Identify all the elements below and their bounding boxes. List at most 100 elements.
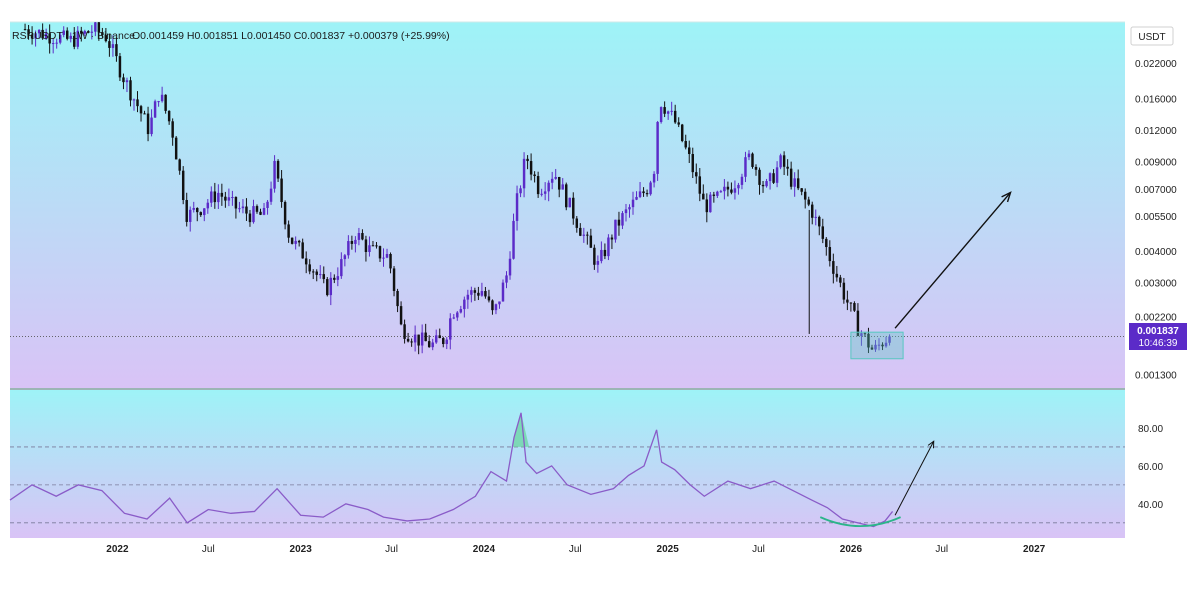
candle-body — [740, 176, 744, 185]
candle-body — [192, 208, 195, 210]
candle-body — [290, 237, 294, 244]
candle-body — [150, 117, 153, 135]
symbol-title[interactable]: RSRUSDT · 1W · Binance — [12, 30, 135, 42]
candle-body — [364, 239, 368, 253]
candle-body — [688, 147, 691, 155]
price-tick-label: 0.002200 — [1135, 313, 1177, 324]
candle-body — [529, 161, 533, 175]
candle-body — [480, 291, 484, 296]
candle-body — [445, 339, 448, 345]
candle-body — [768, 173, 772, 182]
candle-body — [438, 335, 441, 339]
candle-body — [659, 107, 663, 123]
price-tick-label: 0.001300 — [1135, 371, 1177, 382]
candle-body — [434, 335, 438, 343]
time-scale[interactable] — [10, 538, 1199, 560]
candle-body — [550, 178, 554, 183]
candle-body — [617, 219, 621, 226]
candle-body — [196, 208, 199, 213]
candle-body — [828, 247, 832, 262]
candle-body — [603, 249, 607, 257]
candle-body — [375, 245, 378, 247]
price-tick-label: 0.005500 — [1135, 212, 1177, 223]
candle-body — [754, 166, 758, 170]
candle-body — [498, 301, 501, 305]
candle-body — [663, 107, 666, 114]
candle-body — [273, 160, 276, 189]
candle-body — [329, 277, 333, 296]
candle-body — [884, 342, 888, 347]
candle-body — [621, 213, 624, 226]
candle-body — [800, 188, 803, 192]
candle-body — [568, 197, 571, 208]
candle-body — [34, 33, 37, 39]
currency-box[interactable] — [1130, 26, 1174, 46]
candle-body — [83, 31, 87, 34]
candle-body — [90, 31, 94, 33]
candle-body — [726, 186, 730, 190]
candle-body — [199, 212, 202, 216]
candle-body — [786, 166, 789, 169]
candle-body — [695, 172, 698, 177]
candle-body — [733, 188, 737, 193]
candle-body — [104, 35, 108, 42]
price-tick-label: 0.009000 — [1135, 158, 1177, 169]
candle-body — [596, 261, 600, 265]
candle-body — [259, 211, 262, 215]
candle-body — [487, 296, 491, 301]
main-pane-background — [10, 22, 1125, 388]
candle-body — [652, 173, 656, 183]
candle-body — [494, 304, 498, 311]
candle-body — [473, 290, 477, 293]
candle-body — [97, 22, 101, 33]
candle-body — [716, 191, 719, 196]
candle-body — [484, 291, 487, 297]
candle-body — [255, 206, 259, 212]
candle-body — [396, 290, 399, 307]
price-tick-label: 0.012000 — [1135, 126, 1177, 137]
candle-body — [543, 191, 547, 194]
candle-body — [536, 176, 540, 195]
candle-body — [73, 35, 76, 47]
candle-body — [712, 194, 716, 196]
candle-body — [505, 275, 508, 283]
candle-body — [600, 249, 603, 262]
candle-body — [392, 268, 396, 291]
candle-body — [491, 300, 494, 311]
rsi-scale[interactable] — [1125, 390, 1199, 538]
candle-body — [23, 29, 27, 31]
candle-body — [744, 157, 747, 177]
candle-body — [705, 199, 709, 213]
candle-body — [283, 202, 287, 225]
candle-body — [610, 237, 614, 240]
rsi-bowl-curve — [819, 516, 901, 528]
candle-body — [449, 318, 452, 340]
candle-body — [649, 182, 652, 195]
candle-body — [66, 30, 69, 39]
candle-body — [638, 191, 642, 197]
time-tick-label: 2022 — [106, 544, 129, 555]
candle-body — [385, 254, 389, 258]
candle-body — [252, 206, 255, 223]
candle-body — [459, 309, 463, 313]
candle-body — [586, 234, 589, 236]
candle-body — [782, 155, 786, 167]
candle-body — [842, 282, 846, 300]
time-tick-label: 2026 — [840, 544, 863, 555]
candle-body — [55, 42, 58, 44]
candle-body — [477, 292, 480, 296]
time-tick-label: 2025 — [657, 544, 680, 555]
candle-body — [80, 30, 83, 34]
candle-body — [389, 254, 392, 269]
candle-body — [41, 29, 44, 39]
candle-body — [238, 208, 241, 210]
price-badge-countdown: 10:46:39 — [1139, 338, 1178, 349]
candle-body — [835, 273, 839, 278]
candle-body — [58, 34, 62, 43]
candle-series — [23, 22, 891, 355]
candle-body — [410, 341, 413, 343]
candle-body — [452, 317, 456, 319]
candle-body — [361, 233, 364, 240]
candle-body — [818, 216, 821, 227]
